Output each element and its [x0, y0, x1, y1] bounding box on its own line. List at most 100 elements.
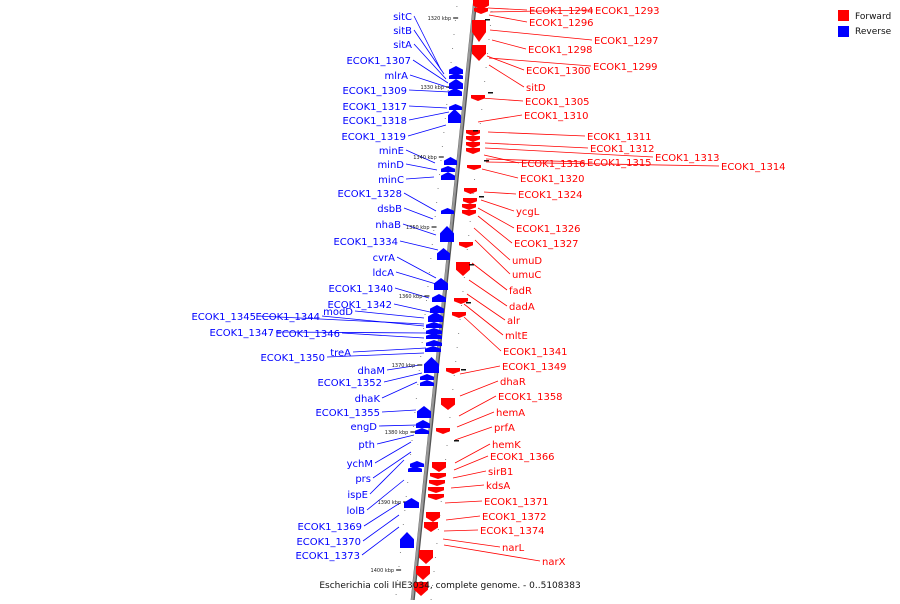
leader-line-sitd [488, 64, 525, 88]
tick-label: 1380 kbp [385, 430, 409, 436]
leader-line-ecok1-1346 [341, 332, 425, 339]
forward-feature-26 [428, 494, 444, 500]
gene-label-ecok1-1320: ECOK1_1320 [520, 174, 585, 185]
leader-line-ecok1-1324 [483, 191, 517, 195]
leader-line-ecok1-1296 [488, 14, 528, 23]
gene-labels: sitC sitB sitA ECOK1_1307 mlrA ECOK1_1309 ECOK… [191, 6, 785, 568]
gene-label-ecok1-1316: ECOK1_1316 [521, 159, 586, 170]
gene-label-ecok1-1298: ECOK1_1298 [528, 45, 593, 56]
leader-line-ecok1-1352 [383, 372, 423, 383]
axis-dot [454, 20, 456, 21]
leader-line-ecok1-1297 [489, 29, 593, 41]
leader-line-ecok1-1369 [363, 502, 401, 527]
axis-dot [426, 300, 427, 301]
leader-line-alr [466, 293, 506, 321]
tick-label: 1370 kbp [392, 363, 416, 369]
tick-label: 1330 kbp [420, 85, 444, 91]
reverse-feature-28 [410, 461, 424, 467]
leader-line-minc [405, 176, 435, 180]
gene-label-ecok1-1350: ECOK1_1350 [260, 353, 325, 364]
gene-label-ecok1-1310: ECOK1_1310 [524, 111, 589, 122]
gene-label-narl: narL [502, 543, 525, 554]
reverse-feature-31 [400, 532, 414, 548]
gene-label-ecok1-1344: ECOK1_1344 [255, 312, 320, 323]
axis-dot [432, 585, 434, 586]
tick-label: 1350 kbp [406, 225, 430, 231]
reverse-feature-3 [449, 79, 463, 89]
gene-label-mind: minD [377, 160, 404, 171]
gene-label-ecok1-1314: ECOK1_1314 [721, 162, 786, 173]
reverse-feature-27 [415, 428, 429, 434]
axis-dot [407, 482, 409, 483]
gene-label-ycgl: ycgL [516, 207, 540, 218]
gene-label-ecok1-1342: ECOK1_1342 [327, 300, 392, 311]
reverse-feature-7 [444, 157, 457, 165]
tick-label: 1360 kbp [399, 294, 423, 300]
leader-line-ecok1-1355 [381, 409, 417, 413]
leader-line-sitc [413, 15, 442, 71]
leader-line-ecok1-1349 [459, 365, 501, 375]
genome-caption: Escherichia coli IHE3034, complete genom… [319, 581, 580, 591]
gene-label-ecok1-1369: ECOK1_1369 [297, 522, 362, 533]
axis-dot [447, 90, 449, 91]
gene-label-ecok1-1355: ECOK1_1355 [315, 408, 380, 419]
reverse-feature-22 [424, 357, 439, 373]
forward-feature-15 [459, 242, 473, 248]
forward-feature-9 [466, 148, 480, 154]
leader-line-modd [354, 310, 425, 319]
forward-feature-24 [429, 480, 445, 486]
gene-label-ecok1-1293: ECOK1_1293 [595, 6, 660, 17]
reverse-feature-4 [448, 88, 462, 96]
reverse-feature-29 [408, 466, 422, 472]
leader-line-dham [386, 364, 421, 371]
reverse-feature-9 [441, 172, 455, 180]
gene-label-dsbb: dsbB [377, 204, 402, 215]
axis-dot [414, 412, 416, 413]
legend-swatch-forward [838, 10, 849, 21]
axis-dot [439, 174, 441, 175]
gene-label-ecok1-1318: ECOK1_1318 [342, 116, 407, 127]
axis-dot [485, 67, 487, 68]
tick-label: 1340 kbp [413, 155, 437, 161]
gene-label-ecok1-1372: ECOK1_1372 [482, 512, 547, 523]
forward-feature-16 [456, 262, 470, 276]
axis-dot [418, 370, 420, 371]
forward-feature-5 [471, 95, 485, 101]
leader-line-ecok1-1299 [488, 57, 592, 67]
gene-label-sirb1: sirB1 [488, 467, 513, 478]
axis-dot [445, 459, 447, 460]
leader-line-ecok1-1334 [399, 240, 439, 251]
reverse-feature-6 [448, 109, 461, 123]
gene-label-ychm: ychM [347, 459, 373, 470]
leader-line-prs [372, 451, 412, 479]
tick-label: 1390 kbp [378, 500, 402, 506]
leader-line-ecok1-1358 [458, 395, 497, 417]
forward-feature-21 [436, 428, 450, 434]
feature-marker [484, 160, 489, 162]
leader-line-mine [405, 149, 436, 164]
reverse-feature-24 [420, 380, 434, 386]
gene-label-kdsa: kdsA [486, 481, 510, 492]
feature-marker [454, 440, 459, 442]
gene-label-ecok1-1347: ECOK1_1347 [209, 328, 274, 339]
gene-label-ecok1-1371: ECOK1_1371 [484, 497, 549, 508]
legend-swatch-reverse [838, 26, 849, 37]
gene-label-ecok1-1315: ECOK1_1315 [587, 158, 652, 169]
axis-dot [459, 319, 461, 320]
gene-label-narx: narX [542, 557, 566, 568]
gene-label-ecok1-1307: ECOK1_1307 [346, 56, 411, 67]
forward-feature-19 [446, 368, 460, 374]
leader-line-nhab [402, 223, 437, 236]
gene-label-ecok1-1296: ECOK1_1296 [529, 18, 594, 29]
leader-line-hemk [454, 443, 491, 464]
leader-line-sita [413, 43, 447, 80]
axis-dot [450, 62, 452, 63]
axis-dot [402, 524, 404, 525]
gene-label-ecok1-1349: ECOK1_1349 [502, 362, 567, 373]
axis-dot [491, 11, 493, 12]
leader-line-ecok1-1370 [362, 514, 400, 542]
gene-label-ecok1-1324: ECOK1_1324 [518, 190, 583, 201]
gene-label-ecok1-1373: ECOK1_1373 [295, 551, 360, 562]
gene-label-ecok1-1317: ECOK1_1317 [342, 102, 407, 113]
